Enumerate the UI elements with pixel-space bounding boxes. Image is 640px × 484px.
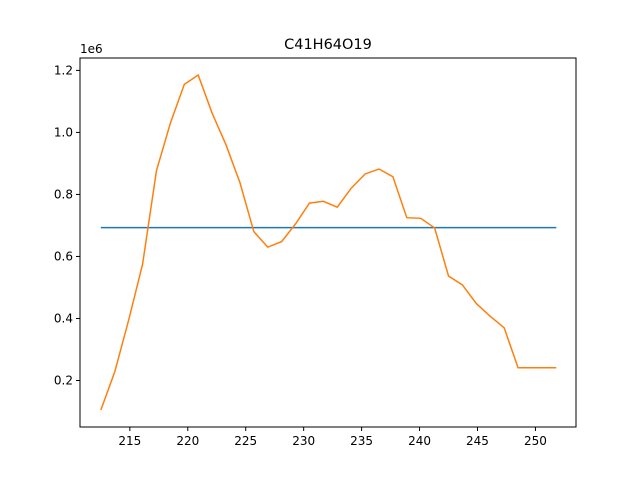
- y-tick-label: 0.6: [54, 249, 73, 263]
- x-tick-label: 235: [350, 434, 373, 448]
- y-tick-label: 1.0: [54, 125, 73, 139]
- plot-frame: [79, 57, 577, 428]
- x-tick-label: 245: [466, 434, 489, 448]
- series-layer: [100, 73, 557, 411]
- x-tick-label: 220: [176, 434, 199, 448]
- y-multiplier-label: 1e6: [80, 42, 103, 56]
- y-tick-label: 0.8: [54, 187, 73, 201]
- ticks-layer: 215 220 225 230 235 240 245 250 0.2 0.4 0.6 0.8 1.0 1…: [54, 63, 547, 448]
- x-tick-label: 250: [524, 434, 547, 448]
- x-tick-label: 230: [292, 434, 315, 448]
- y-tick-label: 0.2: [54, 373, 73, 387]
- series-line-1: [100, 73, 557, 411]
- x-tick-label: 215: [118, 434, 141, 448]
- x-tick-label: 240: [408, 434, 431, 448]
- chart-title: C41H64O19: [284, 37, 372, 53]
- y-tick-label: 0.4: [54, 311, 73, 325]
- x-tick-label: 225: [234, 434, 257, 448]
- y-tick-label: 1.2: [54, 63, 73, 77]
